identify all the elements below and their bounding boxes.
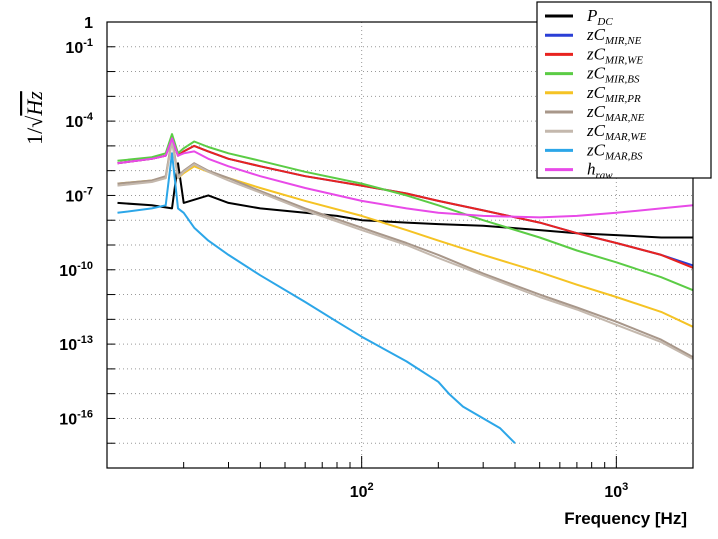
legend-label-5: zCMAR,NE xyxy=(586,102,645,124)
series-line-3 xyxy=(117,133,694,292)
legend-label-1: zCMIR,NE xyxy=(586,25,642,47)
series-line-6 xyxy=(117,140,694,360)
y-tick-label: 1 xyxy=(84,15,93,32)
y-tick-label: 10-7 xyxy=(65,185,93,205)
y-tick-label: 10-13 xyxy=(59,334,93,354)
legend-label-6: zCMAR,WE xyxy=(586,121,646,143)
y-tick-label: 10-16 xyxy=(59,408,93,428)
y-tick-label: 10-4 xyxy=(65,111,93,131)
legend-box xyxy=(536,1,712,179)
y-axis-title-group: 1/√Hz xyxy=(22,91,47,145)
x-tick-label: 103 xyxy=(604,481,628,501)
legend: PDCzCMIR,NEzCMIR,WEzCMIR,BSzCMIR,PRzCMAR… xyxy=(536,1,712,182)
x-axis-title: Frequency [Hz] xyxy=(564,509,687,528)
legend-label-8: hraw xyxy=(587,160,613,182)
legend-label-7: zCMAR,BS xyxy=(586,140,643,162)
x-tick-label: 102 xyxy=(350,481,374,501)
legend-label-2: zCMIR,WE xyxy=(586,44,643,66)
series-line-8 xyxy=(117,137,694,219)
legend-label-3: zCMIR,BS xyxy=(586,64,640,86)
axis-ticks: 1 10-1 10-4 10-7 10-10 10-13 10-16 102 103 xyxy=(59,15,694,501)
series-line-7 xyxy=(117,152,516,444)
legend-label-4: zCMIR,PR xyxy=(586,83,641,105)
y-tick-label: 10-10 xyxy=(59,260,93,280)
legend-label-0: PDC xyxy=(586,6,613,28)
series-lines xyxy=(117,133,694,444)
y-axis-title: 1/√Hz xyxy=(22,91,47,145)
y-tick-label: 10-1 xyxy=(65,37,93,57)
